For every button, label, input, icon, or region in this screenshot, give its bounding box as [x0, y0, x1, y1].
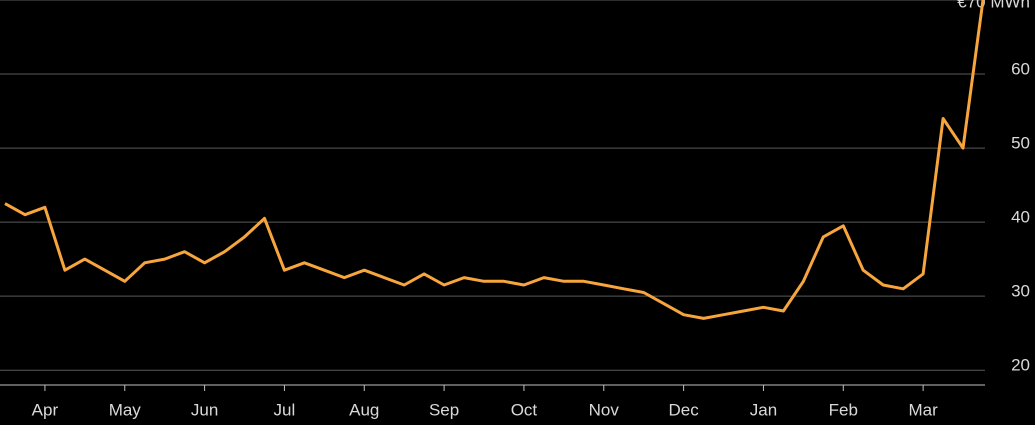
line-series [4, 0, 985, 320]
x-tick-label: Feb [829, 400, 858, 419]
y-tick-label: 60 [1011, 60, 1030, 79]
y-tick-label: 40 [1011, 208, 1030, 227]
x-tick-label: Mar [908, 400, 938, 419]
y-tick-label: €70 MWh [957, 0, 1030, 11]
y-tick-label: 30 [1011, 282, 1030, 301]
x-tick-label: May [109, 400, 142, 419]
x-tick-label: Jun [191, 400, 218, 419]
y-tick-label: 20 [1011, 356, 1030, 375]
x-tick-label: Jan [750, 400, 777, 419]
x-tick-label: Jul [274, 400, 296, 419]
x-tick-label: Dec [668, 400, 699, 419]
x-tick-label: Apr [32, 400, 59, 419]
y-tick-label: 50 [1011, 134, 1030, 153]
x-tick-label: Nov [589, 400, 620, 419]
x-tick-label: Sep [429, 400, 459, 419]
x-tick-label: Aug [349, 400, 379, 419]
x-tick-label: Oct [511, 400, 538, 419]
